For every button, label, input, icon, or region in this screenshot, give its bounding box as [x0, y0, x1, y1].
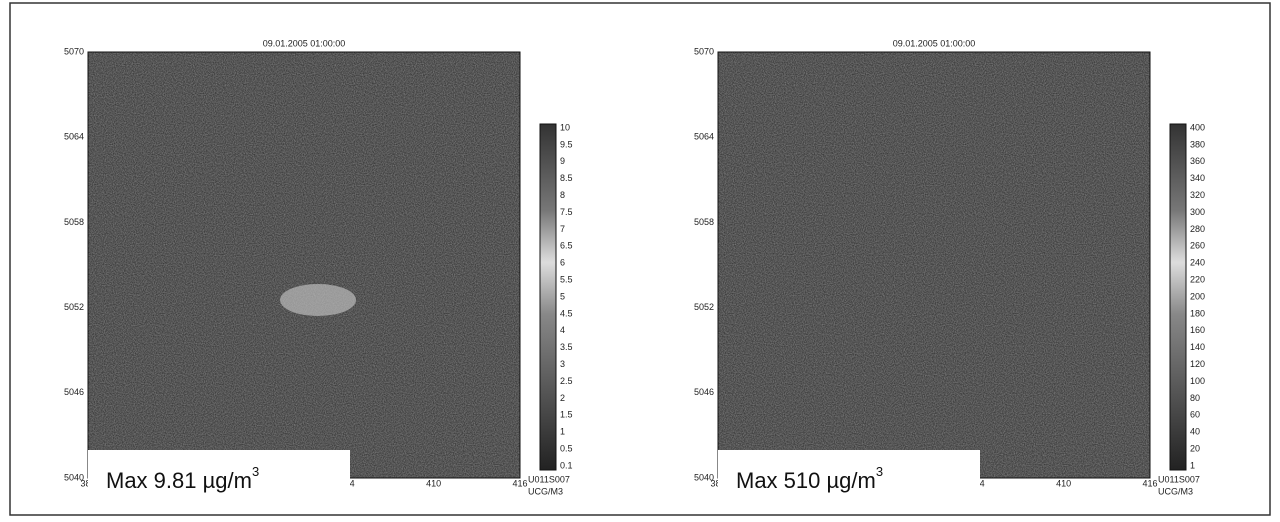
- colorbar-label: 260: [1190, 241, 1205, 251]
- colorbar-label: 1.5: [560, 410, 573, 420]
- colorbar-label: 3: [560, 359, 565, 369]
- max-superscript: 3: [876, 464, 883, 479]
- colorbar-label: 0.5: [560, 443, 573, 453]
- colorbar: [1169, 123, 1187, 471]
- y-tick-label: 5058: [694, 217, 714, 227]
- y-tick-label: 5052: [694, 302, 714, 312]
- colorbar-label: 280: [1190, 224, 1205, 234]
- colorbar-label: 80: [1190, 393, 1200, 403]
- colorbar-label: 40: [1190, 427, 1200, 437]
- colorbar-label: 5.5: [560, 274, 573, 284]
- colorbar-label: 400: [1190, 122, 1205, 132]
- colorbar: [539, 123, 557, 471]
- units-label: UCG/M3: [1158, 486, 1193, 496]
- colorbar-label: 9: [560, 156, 565, 166]
- y-tick-label: 5046: [64, 387, 84, 397]
- colorbar-label: 4: [560, 325, 565, 335]
- x-tick-label: 416: [1142, 478, 1157, 488]
- colorbar-label: 9.5: [560, 139, 573, 149]
- colorbar-label: 380: [1190, 139, 1205, 149]
- colorbar-label: 180: [1190, 308, 1205, 318]
- y-tick-label: 5064: [694, 132, 714, 142]
- colorbar-label: 360: [1190, 156, 1205, 166]
- y-tick-label: 5070: [694, 46, 714, 56]
- colorbar-label: 200: [1190, 291, 1205, 301]
- colorbar-label: 6.5: [560, 241, 573, 251]
- colorbar-label: 100: [1190, 376, 1205, 386]
- colorbar-label: 7: [560, 224, 565, 234]
- map-title: 09.01.2005 01:00:00: [263, 38, 346, 48]
- colorbar-label: 140: [1190, 342, 1205, 352]
- colorbar-label: 2: [560, 393, 565, 403]
- map-title: 09.01.2005 01:00:00: [893, 38, 976, 48]
- colorbar-label: 340: [1190, 173, 1205, 183]
- colorbar-label: 160: [1190, 325, 1205, 335]
- colorbar-label: 5: [560, 291, 565, 301]
- max-box: [718, 450, 980, 500]
- y-tick-label: 5070: [64, 46, 84, 56]
- colorbar-label: 20: [1190, 443, 1200, 453]
- colorbar-label: 8: [560, 190, 565, 200]
- colorbar-label: 7.5: [560, 207, 573, 217]
- x-tick-label: 410: [426, 478, 441, 488]
- y-tick-label: 5040: [694, 472, 714, 482]
- colorbar-label: 220: [1190, 274, 1205, 284]
- colorbar-label: 4.5: [560, 308, 573, 318]
- colorbar-label: 2.5: [560, 376, 573, 386]
- map-texture: [718, 52, 1150, 478]
- colorbar-label: 6: [560, 258, 565, 268]
- frame: [9, 2, 1271, 516]
- colorbar-label: 1: [560, 427, 565, 437]
- max-text: Max 9.81 µg/m: [106, 468, 252, 493]
- colorbar-label: 320: [1190, 190, 1205, 200]
- y-tick-label: 5064: [64, 132, 84, 142]
- y-tick-label: 5046: [694, 387, 714, 397]
- max-text: Max 510 µg/m: [736, 468, 876, 493]
- y-tick-label: 5058: [64, 217, 84, 227]
- colorbar-label: 120: [1190, 359, 1205, 369]
- max-label: Max 510 µg/m3: [736, 464, 883, 492]
- x-tick-label: 416: [512, 478, 527, 488]
- max-superscript: 3: [252, 464, 259, 479]
- units-label: U011S007: [1158, 474, 1200, 484]
- colorbar-label: 3.5: [560, 342, 573, 352]
- y-tick-label: 5040: [64, 472, 84, 482]
- colorbar-label: 8.5: [560, 173, 573, 183]
- max-box: [88, 450, 350, 500]
- colorbar-label: 10: [560, 122, 570, 132]
- units-label: U011S007: [528, 474, 570, 484]
- max-label: Max 9.81 µg/m3: [106, 464, 259, 492]
- map-texture: [88, 52, 520, 478]
- colorbar-label: 300: [1190, 207, 1205, 217]
- colorbar-label: 240: [1190, 258, 1205, 268]
- y-tick-label: 5052: [64, 302, 84, 312]
- x-tick-label: 410: [1056, 478, 1071, 488]
- colorbar-label: 1: [1190, 460, 1195, 470]
- units-label: UCG/M3: [528, 486, 563, 496]
- hotspot: [280, 284, 356, 316]
- colorbar-label: 60: [1190, 410, 1200, 420]
- colorbar-label: 0.1: [560, 460, 573, 470]
